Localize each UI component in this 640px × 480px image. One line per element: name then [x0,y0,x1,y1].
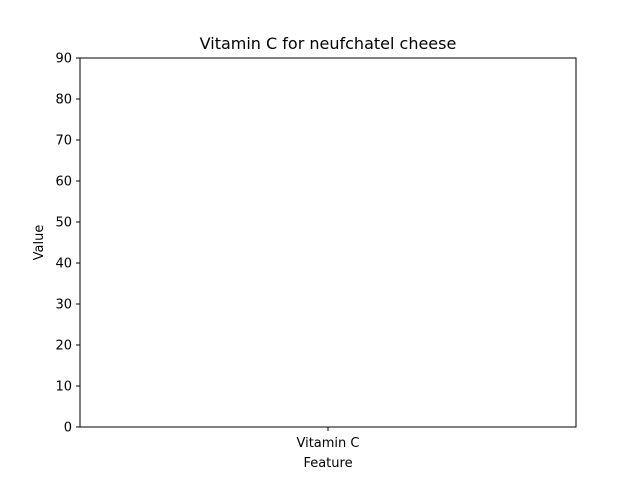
y-tick-label: 90 [55,52,72,67]
plot-area-frame [79,57,577,428]
y-tick-label: 30 [55,298,72,313]
y-tick-label: 20 [55,339,72,354]
x-tick-label: Vitamin C [296,436,359,451]
y-axis-ticks: 0 10 20 30 40 50 60 70 80 90 [55,52,80,436]
y-tick-label: 40 [55,257,72,272]
x-axis-label: Feature [303,456,352,471]
y-tick-label: 80 [55,93,72,108]
y-tick-label: 10 [55,380,72,395]
y-tick-label: 50 [55,216,72,231]
y-tick-label: 0 [64,421,72,436]
y-tick-label: 70 [55,134,72,149]
y-axis-label: Value [32,225,47,261]
x-axis-ticks: Vitamin C [296,427,360,451]
chart-title: Vitamin C for neufchatel cheese [200,34,457,53]
y-tick-label: 60 [55,175,72,190]
